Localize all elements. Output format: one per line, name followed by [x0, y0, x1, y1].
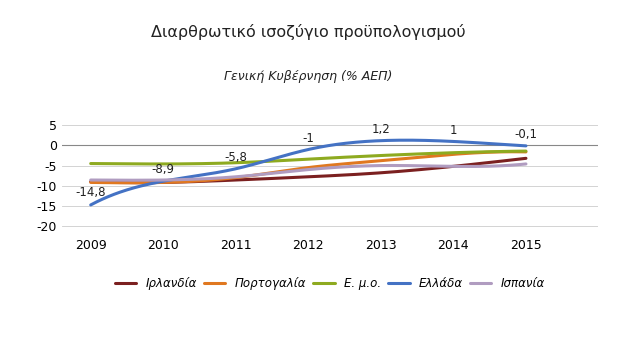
- Πορτογαλία: [355, 160, 362, 165]
- Ιρλανδία: [88, 180, 96, 184]
- Text: -0,1: -0,1: [515, 128, 537, 141]
- Ελλάδα: [345, 141, 352, 145]
- Ε. μ.ο.: [154, 162, 162, 166]
- Ε. μ.ο.: [522, 149, 529, 153]
- Ε. μ.ο.: [483, 150, 491, 154]
- Line: Ισπανία: Ισπανία: [91, 164, 526, 180]
- Ιρλανδία: [347, 173, 355, 177]
- Ε. μ.ο.: [346, 155, 354, 159]
- Ιρλανδία: [87, 180, 94, 184]
- Πορτογαλία: [126, 181, 134, 185]
- Ελλάδα: [88, 202, 96, 206]
- Ιρλανδία: [455, 164, 463, 168]
- Πορτογαλία: [509, 150, 516, 154]
- Πορτογαλία: [87, 180, 94, 184]
- Text: Διαρθρωτικό ισοζύγιο προϋπολογισμού: Διαρθρωτικό ισοζύγιο προϋπολογισμού: [151, 24, 466, 40]
- Πορτογαλία: [346, 161, 354, 165]
- Πορτογαλία: [88, 180, 96, 184]
- Ελλάδα: [455, 140, 463, 144]
- Text: -14,8: -14,8: [75, 186, 106, 199]
- Ε. μ.ο.: [355, 155, 362, 159]
- Text: 1: 1: [450, 124, 457, 137]
- Ισπανία: [88, 178, 96, 182]
- Ιρλανδία: [135, 181, 143, 185]
- Ελλάδα: [346, 141, 354, 145]
- Line: Ελλάδα: Ελλάδα: [91, 140, 526, 205]
- Ε. μ.ο.: [455, 150, 463, 155]
- Legend: Ιρλανδία, Πορτογαλία, Ε. μ.ο., Ελλάδα, Ισπανία: Ιρλανδία, Πορτογαλία, Ε. μ.ο., Ελλάδα, Ι…: [110, 272, 550, 295]
- Text: Γενική Κυβέρνηση (% ΑΕΠ): Γενική Κυβέρνηση (% ΑΕΠ): [225, 70, 392, 82]
- Ισπανία: [455, 164, 463, 168]
- Ιρλανδία: [355, 172, 362, 176]
- Ελλάδα: [483, 141, 491, 145]
- Ε. μ.ο.: [347, 155, 355, 159]
- Ισπανία: [346, 165, 354, 169]
- Text: 1,2: 1,2: [371, 123, 390, 136]
- Line: Ιρλανδία: Ιρλανδία: [91, 158, 526, 183]
- Ισπανία: [483, 164, 491, 168]
- Ισπανία: [347, 164, 355, 168]
- Ελλάδα: [522, 144, 529, 148]
- Πορτογαλία: [483, 150, 491, 155]
- Ισπανία: [355, 164, 362, 168]
- Ισπανία: [129, 178, 136, 182]
- Line: Ε. μ.ο.: Ε. μ.ο.: [91, 151, 526, 164]
- Ε. μ.ο.: [87, 161, 94, 166]
- Ιρλανδία: [346, 173, 354, 177]
- Text: -1: -1: [302, 132, 314, 145]
- Ε. μ.ο.: [88, 161, 96, 166]
- Line: Πορτογαλία: Πορτογαλία: [91, 152, 526, 183]
- Ισπανία: [87, 178, 94, 182]
- Ιρλανδία: [483, 161, 491, 165]
- Text: -8,9: -8,9: [152, 164, 175, 176]
- Ιρλανδία: [522, 156, 529, 160]
- Πορτογαλία: [455, 152, 463, 156]
- Ελλάδα: [87, 203, 94, 207]
- Ισπανία: [522, 162, 529, 166]
- Πορτογαλία: [347, 161, 355, 165]
- Ελλάδα: [403, 138, 410, 142]
- Text: -5,8: -5,8: [225, 151, 247, 164]
- Πορτογαλία: [522, 150, 529, 154]
- Ελλάδα: [354, 140, 361, 144]
